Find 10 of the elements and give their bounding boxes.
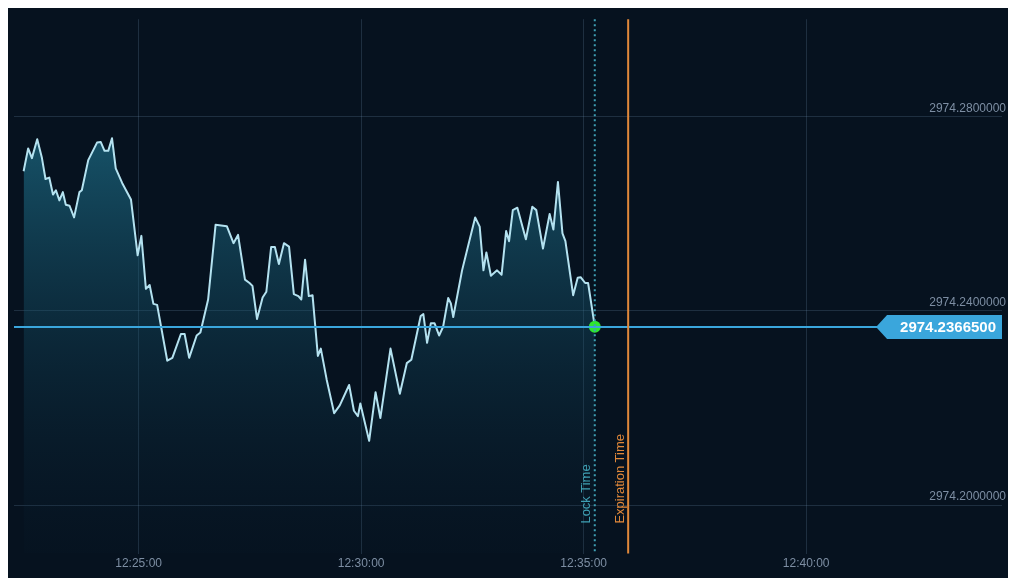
ref-line-label: 2974.2366500 — [900, 318, 996, 336]
ref-line-label: Expiration Time — [611, 434, 627, 524]
y-tick-label: 2974.2000000 — [929, 489, 1007, 504]
y-tick-label: 2974.2400000 — [929, 295, 1007, 309]
x-tick-label: 12:40:00 — [782, 556, 830, 571]
y-tick-label: 2974.2800000 — [929, 100, 1007, 115]
x-tick-label: 12:35:00 — [560, 556, 608, 571]
x-tick-label: 12:25:00 — [115, 556, 163, 571]
ref-line-label: Lock Time — [578, 464, 594, 524]
x-tick-label: 12:30:00 — [337, 556, 385, 571]
